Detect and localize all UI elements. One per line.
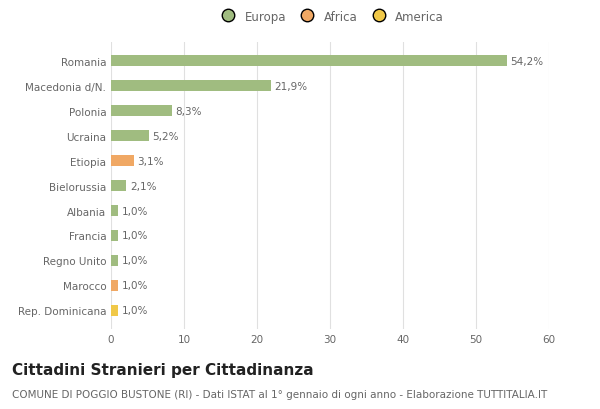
Text: 1,0%: 1,0% — [122, 206, 148, 216]
Text: 1,0%: 1,0% — [122, 306, 148, 316]
Text: 1,0%: 1,0% — [122, 281, 148, 291]
Bar — [111, 305, 118, 316]
Text: COMUNE DI POGGIO BUSTONE (RI) - Dati ISTAT al 1° gennaio di ogni anno - Elaboraz: COMUNE DI POGGIO BUSTONE (RI) - Dati IST… — [12, 389, 547, 399]
Text: 1,0%: 1,0% — [122, 231, 148, 241]
Text: 2,1%: 2,1% — [130, 181, 157, 191]
Bar — [111, 255, 118, 266]
Bar — [111, 230, 118, 241]
Bar — [111, 106, 172, 117]
Bar — [111, 205, 118, 217]
Legend: Europa, Africa, America: Europa, Africa, America — [211, 6, 449, 28]
Text: 5,2%: 5,2% — [152, 131, 179, 141]
Bar — [111, 155, 134, 167]
Text: 54,2%: 54,2% — [511, 56, 544, 67]
Text: 8,3%: 8,3% — [175, 106, 202, 117]
Text: 21,9%: 21,9% — [275, 81, 308, 92]
Text: 3,1%: 3,1% — [137, 156, 164, 166]
Bar — [111, 56, 506, 67]
Text: 1,0%: 1,0% — [122, 256, 148, 266]
Bar — [111, 131, 149, 142]
Bar — [111, 81, 271, 92]
Text: Cittadini Stranieri per Cittadinanza: Cittadini Stranieri per Cittadinanza — [12, 362, 314, 377]
Bar — [111, 180, 127, 192]
Bar — [111, 280, 118, 291]
